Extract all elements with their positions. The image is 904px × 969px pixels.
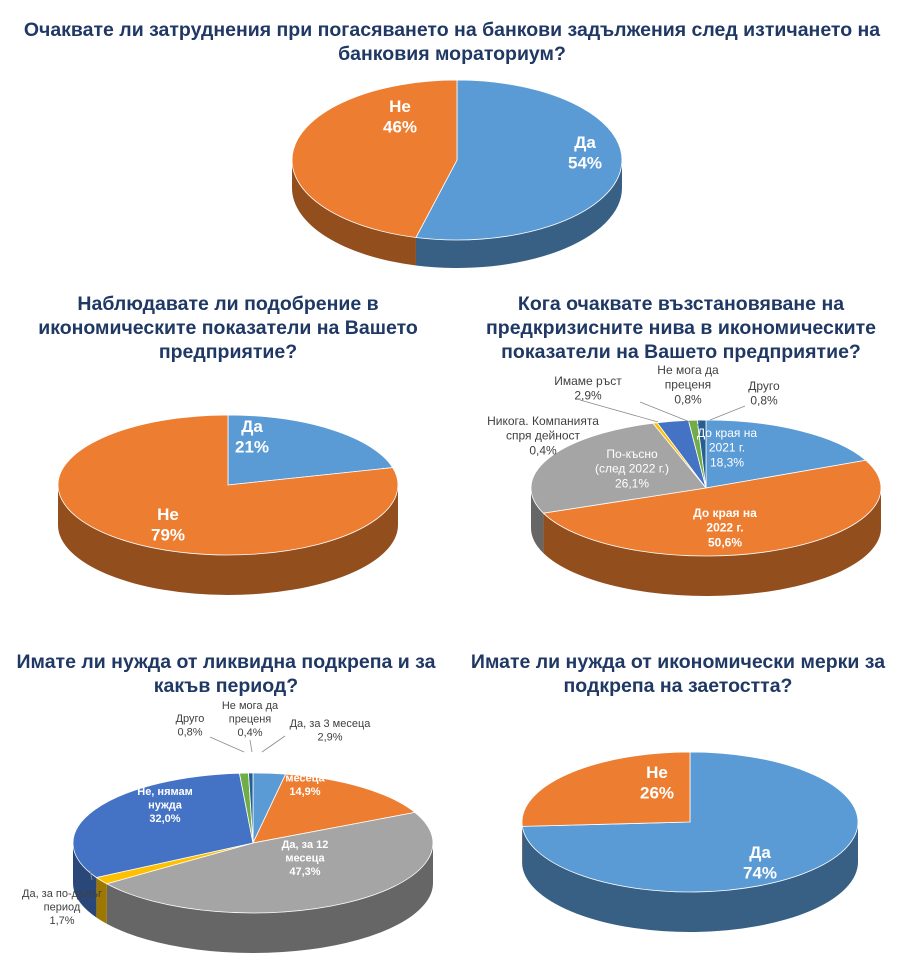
pie-2-data-label-2: Не 79%	[151, 505, 185, 545]
pie-chart-2: Да 21% Не 79%	[57, 414, 399, 595]
pie-4-data-label-4: Да, за по-дълъг период 1,7%	[22, 888, 102, 927]
pie-5-slice-side-1	[522, 822, 859, 933]
pie-2-slice-1	[227, 414, 394, 486]
pie-3-data-label-3: По-късно (след 2022 г.) 26,1%	[595, 447, 669, 490]
pie-4-slice-side-3	[106, 843, 433, 953]
pie-3-data-label-1: До края на 2021 г. 18,3%	[697, 426, 757, 469]
pie-3-slice-side-3	[531, 488, 544, 554]
pie-1-data-label-2: Не 46%	[383, 97, 417, 137]
pie-2-slice-2	[57, 414, 399, 556]
pie-4-data-label-5: Не, нямам нужда 32,0%	[137, 786, 192, 825]
pie-chart-3: До края на 2021 г. 18,3% До края на 2022 г. 5…	[487, 363, 882, 596]
pie-2-slice-side-2	[58, 485, 398, 595]
pie-4-data-label-3: Да, за 12 месеца 47,3%	[282, 839, 329, 878]
pie-3-leader-line-6	[696, 419, 701, 427]
chart-title-5: Имате ли нужда от икономически мерки за …	[470, 651, 886, 697]
pie-1-slice-1	[415, 79, 623, 241]
pie-3-slice-1	[705, 419, 867, 489]
pie-4-slice-7	[248, 772, 254, 844]
pie-4-data-label-7: Не мога да преценя 0,4%	[222, 700, 279, 739]
chart-title-2: Наблюдавате ли подобрение в икономически…	[38, 293, 418, 363]
chart-title-4: Имате ли нужда от ликвидна подкрепа и за…	[16, 651, 436, 697]
pie-3-slice-2	[542, 459, 882, 557]
pie-4-leader-line-4	[89, 869, 93, 881]
pie-5-slice-2	[521, 751, 691, 827]
pie-3-data-label-6: Не мога да преценя 0,8%	[657, 363, 719, 406]
pie-1-slice-side-1	[415, 160, 622, 268]
pie-4-leader-line-1	[261, 735, 286, 753]
pie-4-slice-side-5	[73, 843, 97, 918]
pie-4-data-label-2: Да, за 6 месеца 14,9%	[285, 759, 326, 798]
pie-4-leader-line-6	[209, 736, 245, 753]
pie-3-slice-3	[530, 422, 707, 514]
pie-1-slice-2	[291, 79, 458, 238]
chart-title-1: Очаквате ли затруднения при погасяването…	[23, 19, 881, 65]
pie-3-leader-line-7	[709, 405, 746, 421]
pie-2-data-label-1: Да 21%	[235, 417, 269, 457]
pie-3-leader-line-4	[579, 399, 659, 423]
pie-3-data-label-5: Имаме ръст 2,9%	[554, 374, 622, 403]
pie-4-slice-side-4	[96, 877, 107, 924]
pie-1-data-label-1: Да 54%	[568, 133, 602, 173]
pie-5-data-label-2: Не 26%	[640, 763, 674, 803]
pie-chart-1: Да 54% Не 46%	[291, 79, 623, 268]
pie-3-slice-side-2	[543, 488, 881, 596]
pie-4-data-label-1: Да, за 3 месеца 2,9%	[290, 718, 372, 743]
pie-4-data-label-6: Друго 0,8%	[176, 713, 205, 738]
pie-3-data-label-4: Никога. Компанията спря дейност 0,4%	[487, 414, 599, 457]
pie-1-slice-side-2	[292, 160, 416, 266]
pie-4-slice-5	[72, 772, 254, 878]
pie-4-slice-3	[105, 811, 434, 914]
pie-chart-4: Да, за 3 месеца 2,9% Да, за 6 месеца 14,9% Да…	[22, 700, 434, 953]
pie-3-leader-line-5	[639, 401, 691, 423]
pie-3-slice-7	[696, 419, 707, 489]
pie-4-leader-line-7	[249, 739, 253, 753]
pie-3-data-label-2: До края на 2022 г. 50,6%	[693, 506, 757, 549]
chart-title-3: Кога очаквате възстановяване на предкриз…	[486, 293, 876, 363]
pie-5-data-label-1: Да 74%	[743, 843, 777, 883]
pie-chart-5: Да 74% Не 26%	[521, 751, 859, 933]
pie-4-slice-2	[252, 773, 416, 844]
pie-3-data-label-7: Друго 0,8%	[748, 379, 780, 408]
